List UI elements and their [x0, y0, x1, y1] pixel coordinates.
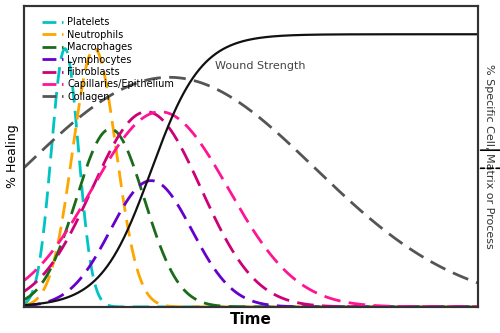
- X-axis label: Time: Time: [230, 312, 272, 327]
- Text: Wound Strength: Wound Strength: [214, 61, 305, 71]
- Y-axis label: % Specific Cell, Matrix or Process: % Specific Cell, Matrix or Process: [484, 64, 494, 249]
- Y-axis label: % Healing: % Healing: [6, 124, 18, 188]
- Legend: Platelets, Neutrophils, Macrophages, Lymphocytes, Fibroblasts, Capillaries/Epith: Platelets, Neutrophils, Macrophages, Lym…: [38, 13, 178, 106]
